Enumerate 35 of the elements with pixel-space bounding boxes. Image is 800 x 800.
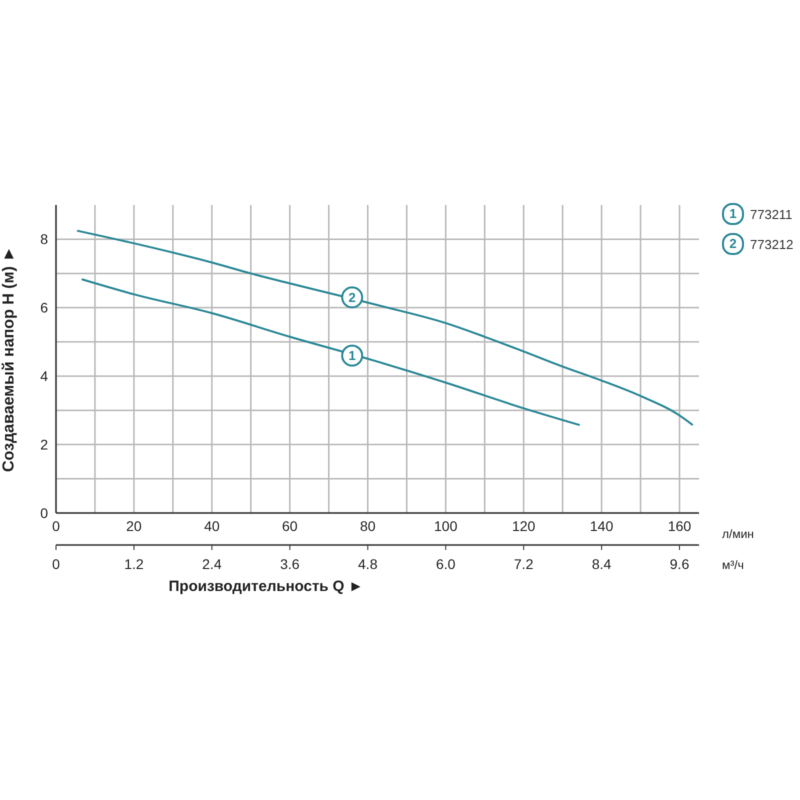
x-tick-label: 0 — [52, 518, 60, 534]
x-tick-label: 140 — [590, 518, 614, 534]
text: л/мин — [722, 527, 754, 541]
y-tick-label: 6 — [40, 300, 48, 316]
line-series — [80, 278, 581, 426]
x2-tick-label: 9.6 — [670, 556, 690, 572]
x-axis-title: Производительность Q ► — [168, 578, 364, 595]
x2-tick-label: 8.4 — [592, 556, 612, 572]
y-tick-label: 0 — [40, 504, 48, 521]
y-tick-label: 4 — [40, 368, 48, 384]
x-tick-label: 120 — [512, 518, 536, 534]
y-tick-label: 8 — [40, 231, 48, 248]
annotation: 2 — [348, 290, 356, 306]
text: м³/ч — [722, 558, 744, 572]
text: 2 — [729, 236, 737, 251]
x-tick-label: 100 — [434, 518, 458, 534]
line-series — [76, 230, 694, 426]
x2-tick-label: 6.0 — [436, 556, 456, 572]
x-tick-label: 80 — [360, 518, 376, 534]
x2-tick-label: 3.6 — [280, 556, 300, 572]
x-tick-label: 40 — [204, 518, 220, 534]
x-tick-label: 20 — [126, 518, 142, 534]
x2-tick-label: 2.4 — [202, 556, 222, 572]
legend-label: 773212 — [750, 236, 794, 252]
legend-label: 773211 — [750, 206, 792, 222]
y-tick-label: 2 — [40, 436, 48, 453]
x-tick-label: 160 — [668, 518, 692, 534]
x2-tick-label: 0 — [52, 556, 60, 572]
x2-tick-label: 7.2 — [514, 556, 534, 572]
y-axis-title: Создаваемый напор H (м) ► — [0, 246, 18, 472]
x2-tick-label: 1.2 — [124, 556, 144, 572]
text: 1 — [729, 206, 737, 221]
x2-tick-label: 4.8 — [358, 556, 378, 572]
x-tick-label: 60 — [282, 518, 298, 534]
annotation: 1 — [348, 348, 356, 364]
